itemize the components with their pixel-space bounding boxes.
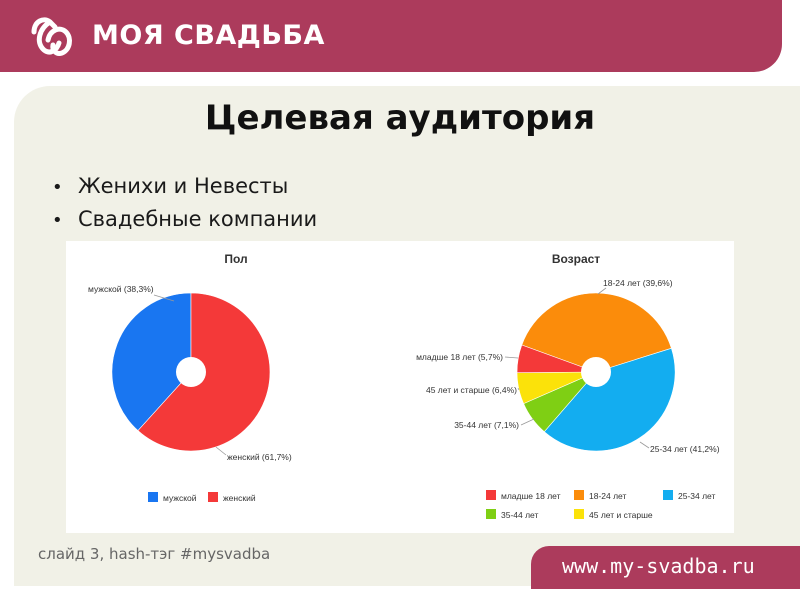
age-slice-label: младше 18 лет (5,7%) xyxy=(416,352,503,362)
age-legend-swatch xyxy=(574,490,584,500)
age-legend-swatch xyxy=(486,509,496,519)
gender-legend-label: мужской xyxy=(163,493,197,503)
gender-legend-swatch xyxy=(148,492,158,502)
age-leader-line xyxy=(504,356,519,359)
gender-leader-line xyxy=(215,446,227,456)
website-url[interactable]: www.my-svadba.ru xyxy=(562,554,755,578)
age-slice-label: 25-34 лет (41,2%) xyxy=(650,444,720,454)
gender-center-hole xyxy=(176,357,206,387)
bullet-text: Свадебные компании xyxy=(78,207,318,231)
slide-footer-note: слайд 3, hash-тэг #mysvadba xyxy=(38,545,271,563)
chart-area: Пол мужской (38,3%) женский (61,7%) мужской… xyxy=(66,241,734,533)
gender-legend-label: женский xyxy=(223,493,256,503)
brand-name: МОЯ СВАДЬБА xyxy=(92,20,325,51)
bullet-item: • Женихи и Невесты xyxy=(52,170,317,203)
gender-leader-line xyxy=(153,294,175,302)
bullet-list: • Женихи и Невесты • Свадебные компании xyxy=(52,170,317,236)
charts-svg: Пол мужской (38,3%) женский (61,7%) мужской… xyxy=(88,252,720,520)
age-slice xyxy=(543,347,676,452)
gender-slice-label: мужской (38,3%) xyxy=(88,284,154,294)
gender-chart-title: Пол xyxy=(224,252,247,266)
age-leader-line xyxy=(520,418,535,426)
age-legend-label: младше 18 лет xyxy=(501,491,561,501)
url-band xyxy=(531,546,800,589)
bullet-item: • Свадебные компании xyxy=(52,203,317,236)
age-legend-swatch xyxy=(574,509,584,519)
gender-legend-swatch xyxy=(208,492,218,502)
age-legend-label: 45 лет и старше xyxy=(589,510,653,520)
age-legend-swatch xyxy=(663,490,673,500)
age-slice-label: 35-44 лет (7,1%) xyxy=(454,420,519,430)
age-legend-label: 18-24 лет xyxy=(589,491,627,501)
gender-slice xyxy=(111,292,192,432)
gender-slice-label: женский (61,7%) xyxy=(227,452,292,462)
bullet-text: Женихи и Невесты xyxy=(78,174,289,198)
slide-title: Целевая аудитория xyxy=(204,98,596,138)
age-leader-line xyxy=(517,387,520,391)
age-chart-title: Возраст xyxy=(552,252,600,266)
age-slice-label: 18-24 лет (39,6%) xyxy=(603,278,673,288)
bullet-dot: • xyxy=(52,210,63,231)
header-band xyxy=(0,0,782,72)
age-leader-line xyxy=(639,441,650,449)
bullet-dot: • xyxy=(52,177,63,198)
age-legend-label: 35-44 лет xyxy=(501,510,539,520)
age-center-hole xyxy=(581,357,611,387)
age-slice-label: 45 лет и старше (6,4%) xyxy=(426,385,517,395)
age-leader-line xyxy=(597,287,607,295)
age-legend-swatch xyxy=(486,490,496,500)
age-legend-label: 25-34 лет xyxy=(678,491,716,501)
age-slice xyxy=(516,344,597,374)
rings-logo-icon xyxy=(31,17,72,56)
age-slice xyxy=(521,292,672,373)
